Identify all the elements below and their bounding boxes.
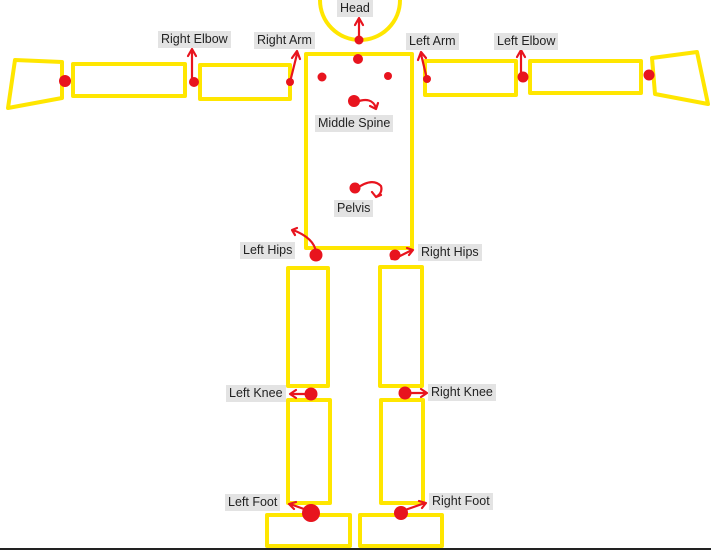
label-left-hips: Left Hips bbox=[240, 242, 296, 259]
right-foot-axis-arrow bbox=[403, 499, 428, 512]
right-hand-outline bbox=[6, 58, 64, 110]
left-elbow-axis-arrow bbox=[515, 48, 527, 79]
middle-spine-axis-arrow bbox=[354, 98, 380, 111]
label-right-hips: Right Hips bbox=[418, 244, 482, 261]
right-foot-joint bbox=[394, 506, 408, 520]
left-hand-outline bbox=[650, 50, 710, 106]
right-knee-joint bbox=[398, 386, 412, 400]
right-thigh-outline bbox=[378, 265, 424, 388]
head-axis-arrow bbox=[353, 16, 365, 42]
left-forearm-outline bbox=[528, 59, 643, 95]
right-forearm-outline bbox=[71, 62, 187, 98]
left-clavicle-joint bbox=[384, 72, 392, 80]
left-foot-joint bbox=[302, 504, 320, 522]
label-pelvis: Pelvis bbox=[334, 200, 374, 217]
neck-joint bbox=[353, 54, 363, 64]
label-middle-spine: Middle Spine bbox=[315, 115, 394, 132]
right-elbow-joint bbox=[189, 77, 199, 87]
left-arm-axis-arrow bbox=[416, 50, 429, 81]
right-arm-axis-arrow bbox=[288, 49, 302, 84]
pelvis-joint bbox=[349, 182, 361, 194]
label-right-elbow: Right Elbow bbox=[158, 31, 231, 48]
right-hand-joint bbox=[59, 75, 71, 87]
left-elbow-joint bbox=[517, 71, 529, 83]
label-head: Head bbox=[337, 0, 373, 17]
right-knee-axis-arrow bbox=[408, 387, 429, 399]
left-shin-outline bbox=[286, 398, 332, 505]
label-left-elbow: Left Elbow bbox=[494, 33, 559, 50]
left-hand-joint bbox=[643, 69, 655, 81]
left-thigh-outline bbox=[286, 266, 330, 388]
label-right-knee: Right Knee bbox=[428, 384, 496, 401]
label-right-arm: Right Arm bbox=[254, 32, 315, 49]
bottom-divider bbox=[0, 548, 711, 550]
left-knee-axis-arrow bbox=[288, 388, 308, 400]
left-hips-axis-arrow bbox=[290, 226, 318, 254]
torso-outline bbox=[304, 52, 414, 250]
right-shin-outline bbox=[379, 398, 425, 505]
label-right-foot: Right Foot bbox=[429, 493, 493, 510]
right-elbow-axis-arrow bbox=[186, 47, 198, 84]
left-knee-joint bbox=[304, 387, 318, 401]
left-foot-axis-arrow bbox=[287, 500, 306, 511]
label-left-arm: Left Arm bbox=[406, 33, 459, 50]
right-upper-arm-outline bbox=[198, 63, 292, 101]
left-upper-arm-outline bbox=[423, 59, 518, 97]
middle-spine-joint bbox=[348, 95, 360, 107]
label-left-foot: Left Foot bbox=[225, 494, 281, 511]
label-left-knee: Left Knee bbox=[226, 385, 286, 402]
right-clavicle-joint bbox=[317, 72, 327, 82]
left-hips-joint bbox=[309, 248, 323, 262]
pelvis-axis-arrow bbox=[354, 181, 383, 199]
right-hips-axis-arrow bbox=[390, 246, 415, 261]
